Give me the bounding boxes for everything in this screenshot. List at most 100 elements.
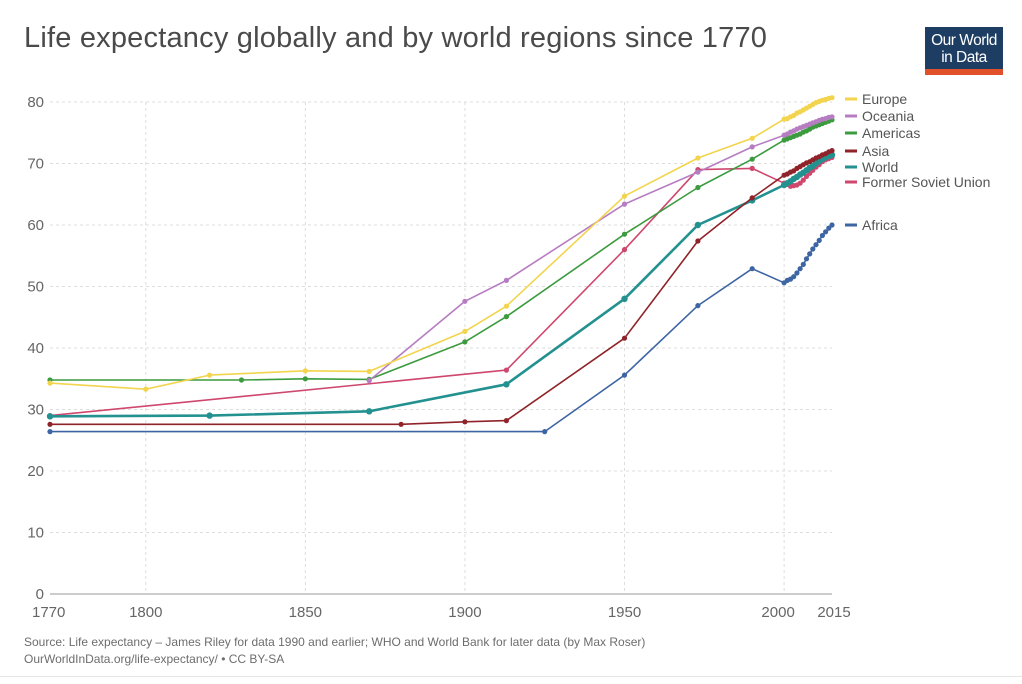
data-point[interactable] [542, 429, 548, 435]
data-point[interactable] [398, 421, 404, 427]
data-point[interactable] [749, 144, 755, 150]
y-tick-label: 50 [27, 279, 44, 296]
data-point[interactable] [816, 237, 822, 243]
x-tick-label: 1950 [608, 604, 641, 621]
data-point[interactable] [797, 266, 803, 272]
data-point[interactable] [621, 201, 628, 207]
data-point[interactable] [826, 225, 832, 231]
data-point[interactable] [206, 412, 213, 419]
data-point[interactable] [462, 419, 468, 425]
data-point[interactable] [47, 380, 53, 386]
data-point[interactable] [143, 386, 149, 392]
data-point[interactable] [829, 95, 835, 101]
legend-item-oceania[interactable]: Oceania [845, 108, 914, 124]
data-point[interactable] [503, 277, 509, 283]
logo-line-2: in Data [941, 49, 987, 66]
data-point[interactable] [503, 418, 509, 424]
data-point[interactable] [621, 372, 628, 378]
data-point[interactable] [366, 378, 372, 384]
data-point[interactable] [503, 303, 509, 309]
owid-logo[interactable]: Our World in Data [925, 27, 1003, 75]
data-point[interactable] [621, 231, 628, 237]
data-point[interactable] [813, 242, 819, 248]
data-point[interactable] [829, 114, 835, 120]
legend-item-africa[interactable]: Africa [845, 217, 898, 233]
data-point[interactable] [791, 274, 797, 280]
data-point[interactable] [462, 328, 468, 334]
grid [50, 101, 832, 594]
data-point[interactable] [797, 180, 803, 186]
legend-label: Former Soviet Union [862, 174, 990, 190]
series-line-africa[interactable] [50, 224, 833, 433]
data-point[interactable] [695, 155, 701, 161]
license-link[interactable]: OurWorldInData.org/life-expectancy/ • CC… [24, 652, 285, 666]
data-point[interactable] [621, 247, 628, 253]
series-line-asia[interactable] [50, 149, 833, 426]
data-point[interactable] [46, 413, 54, 420]
series-line-europe[interactable] [49, 96, 833, 391]
data-point[interactable] [695, 238, 701, 244]
chart-footer: Source: Life expectancy – James Riley fo… [24, 634, 645, 668]
data-point[interactable] [503, 381, 510, 388]
data-point[interactable] [829, 222, 835, 228]
data-point[interactable] [621, 193, 628, 199]
data-point[interactable] [621, 295, 628, 302]
chart-title: Life expectancy globally and by world re… [24, 22, 768, 54]
data-point[interactable] [749, 156, 755, 162]
data-point[interactable] [823, 229, 829, 235]
legend-item-world[interactable]: World [845, 159, 898, 175]
data-point[interactable] [807, 251, 813, 257]
data-point[interactable] [749, 195, 755, 201]
legend-item-asia[interactable]: Asia [845, 143, 889, 159]
data-point[interactable] [302, 368, 308, 374]
y-tick-label: 80 [27, 94, 44, 111]
legend-label: Europe [862, 91, 907, 107]
data-point[interactable] [238, 377, 245, 383]
data-point[interactable] [819, 232, 826, 239]
x-tick-label: 1770 [32, 604, 65, 621]
y-tick-label: 60 [27, 217, 44, 234]
data-point[interactable] [47, 429, 53, 435]
y-tick-label: 0 [36, 586, 44, 603]
x-tick-label: 1800 [129, 604, 162, 621]
data-point[interactable] [302, 376, 308, 382]
legend-item-americas[interactable]: Americas [845, 125, 920, 141]
data-point[interactable] [695, 184, 701, 191]
series-oceania [366, 114, 835, 384]
data-point[interactable] [462, 298, 468, 304]
y-tick-label: 10 [27, 525, 44, 542]
data-point[interactable] [810, 246, 816, 252]
series-europe [47, 95, 835, 392]
data-point[interactable] [366, 368, 372, 374]
data-point[interactable] [829, 148, 835, 154]
data-point[interactable] [207, 372, 213, 378]
x-tick-label: 2015 [817, 604, 850, 621]
y-tick-label: 20 [27, 463, 44, 480]
legend-label: Oceania [862, 108, 914, 124]
data-point[interactable] [694, 221, 702, 229]
bottom-divider [0, 676, 1022, 677]
data-point[interactable] [462, 339, 468, 345]
data-point[interactable] [503, 314, 509, 320]
data-point[interactable] [47, 421, 53, 427]
data-point[interactable] [749, 135, 755, 141]
data-point[interactable] [800, 177, 806, 183]
legend-item-former-soviet-union[interactable]: Former Soviet Union [845, 174, 990, 190]
data-point[interactable] [695, 303, 701, 309]
data-point[interactable] [749, 266, 755, 272]
series-line-oceania[interactable] [368, 116, 833, 382]
axes: 0 10 20 30 40 50 60 70 80 1770 1800 1850 1900 1950 200… [27, 94, 850, 621]
data-point[interactable] [794, 270, 800, 276]
data-point[interactable] [803, 256, 810, 262]
data-point[interactable] [800, 261, 806, 267]
series-asia [47, 148, 835, 427]
data-point[interactable] [366, 408, 373, 415]
y-tick-label: 70 [27, 156, 44, 173]
legend-item-europe[interactable]: Europe [845, 91, 907, 107]
data-point[interactable] [695, 169, 701, 175]
data-point[interactable] [749, 165, 755, 171]
legend-label: Americas [862, 125, 920, 141]
data-point[interactable] [621, 335, 628, 341]
data-point[interactable] [503, 367, 509, 373]
